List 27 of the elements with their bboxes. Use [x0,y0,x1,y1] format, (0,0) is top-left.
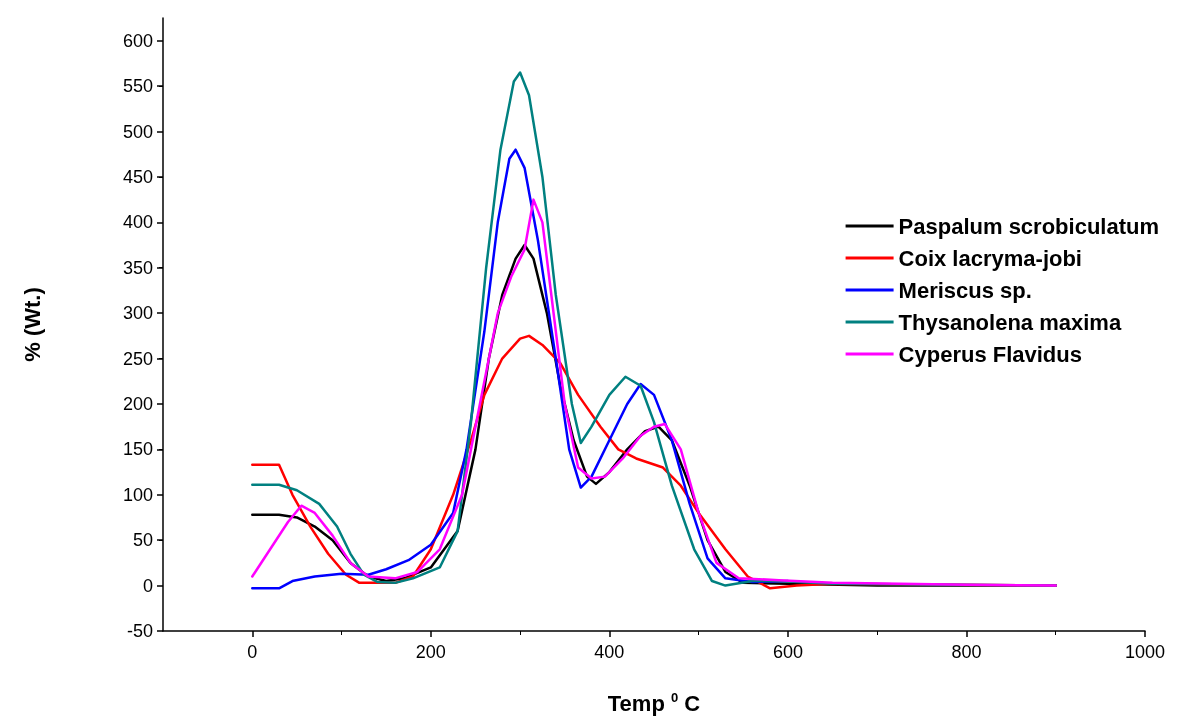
y-tick-label: 350 [122,257,153,278]
x-axis-title: Temp 0 C [607,690,701,716]
x-tick-label: 600 [772,642,803,662]
legend-label: Paspalum scrobiculatum [898,213,1160,239]
x-tick-label: 400 [594,642,625,662]
legend-label: Thysanolena maxima [898,309,1122,335]
y-tick-label: -50 [126,621,153,641]
legend-label: Coix lacryma-jobi [898,245,1082,271]
y-tick-label: 550 [122,76,153,97]
legend-label: Meriscus sp. [898,277,1032,303]
x-tick-label: 200 [415,642,446,662]
y-tick-label: 450 [122,166,153,187]
y-tick-label: 300 [122,303,153,324]
y-tick-label: 400 [122,212,153,233]
y-tick-label: 200 [122,393,153,414]
legend-label: Cyperus Flavidus [898,341,1082,367]
y-tick-label: 150 [122,439,153,460]
y-axis-title: % (Wt.) [19,287,45,362]
x-tick-label: 1000 [1124,642,1166,662]
y-tick-label: 600 [122,30,153,51]
y-tick-label: 0 [142,575,153,596]
y-tick-label: 250 [122,348,153,369]
y-tick-label: 50 [132,530,153,551]
y-tick-label: 100 [122,484,153,505]
y-tick-label: 500 [122,121,153,142]
x-tick-label: 0 [247,642,258,662]
x-tick-label: 800 [951,642,982,662]
